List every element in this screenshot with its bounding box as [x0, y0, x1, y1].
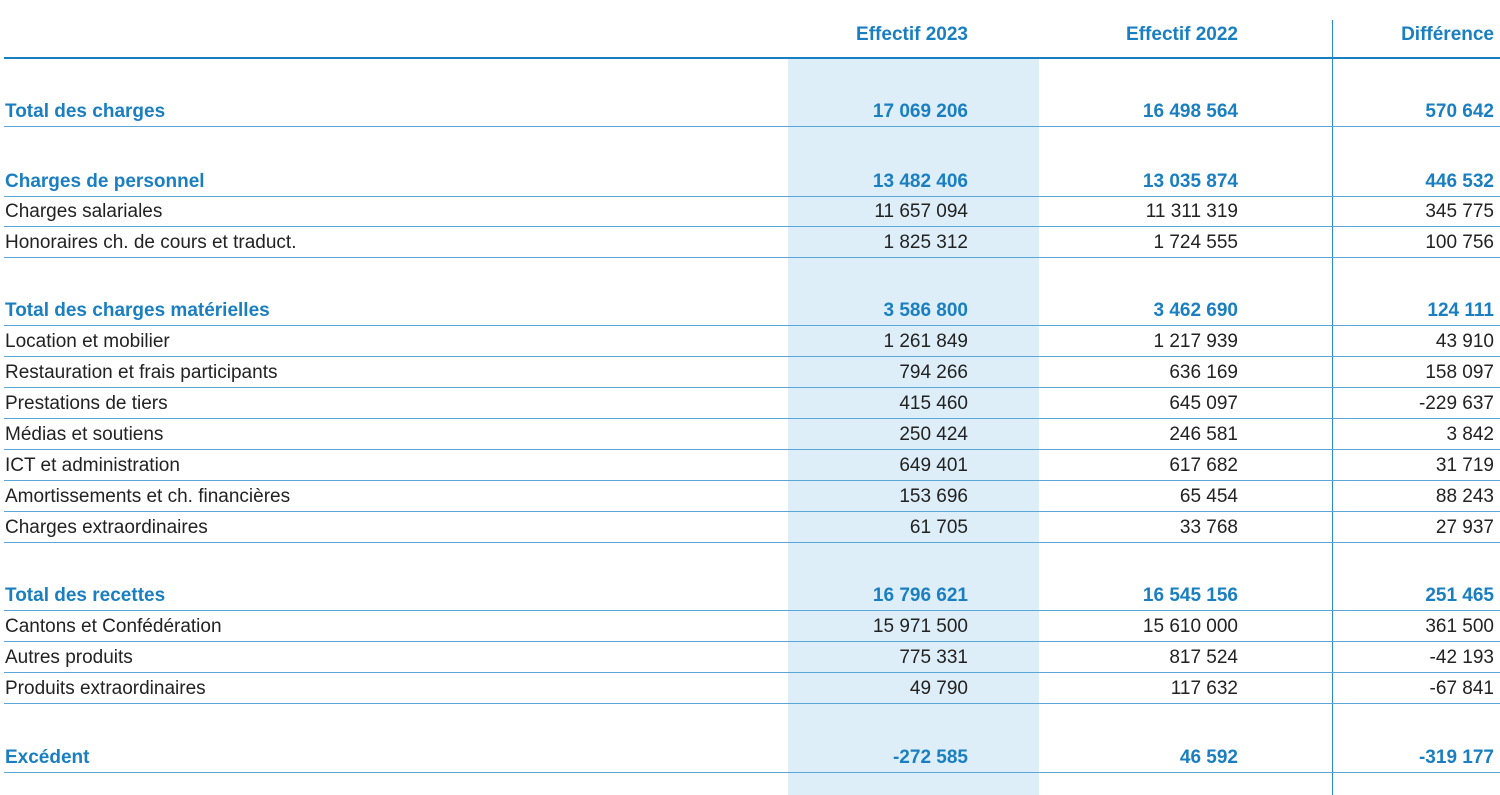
value-2023: 3 586 800: [883, 300, 968, 321]
value-2023: 17 069 206: [872, 101, 968, 122]
header-rule: [4, 57, 1500, 59]
value-difference: 158 097: [1425, 362, 1494, 383]
table-row-charges-salariales: Charges salariales 11 657 094 11 311 319…: [4, 197, 1500, 227]
value-2023: 250 424: [899, 424, 968, 445]
table-row-prestations-tiers: Prestations de tiers 415 460 645 097 -22…: [4, 389, 1500, 419]
table-row-restauration: Restauration et frais participants 794 2…: [4, 358, 1500, 388]
row-label: Total des charges: [5, 101, 166, 122]
table-row-total-charges: Total des charges 17 069 206 16 498 564 …: [4, 97, 1500, 127]
value-2022: 16 498 564: [1142, 101, 1238, 122]
value-2023: 15 971 500: [872, 616, 968, 637]
row-label: Charges salariales: [5, 201, 163, 222]
value-difference: 345 775: [1425, 201, 1494, 222]
value-2023: -272 585: [892, 747, 968, 768]
value-difference: 88 243: [1435, 486, 1494, 507]
table-row-ict-administration: ICT et administration 649 401 617 682 31…: [4, 451, 1500, 481]
row-label: Restauration et frais participants: [5, 362, 278, 383]
row-label: Total des recettes: [5, 585, 166, 606]
row-label: Cantons et Confédération: [5, 616, 222, 637]
value-difference: 446 532: [1425, 171, 1494, 192]
value-2023: 1 261 849: [883, 331, 968, 352]
value-2022: 636 169: [1169, 362, 1238, 383]
row-label: Amortissements et ch. financières: [5, 486, 291, 507]
value-difference: -42 193: [1429, 647, 1494, 668]
value-2022: 117 632: [1170, 678, 1238, 699]
value-2022: 33 768: [1179, 517, 1238, 538]
value-difference: 3 842: [1446, 424, 1494, 445]
row-label: Prestations de tiers: [5, 393, 168, 414]
difference-column-divider: [1332, 20, 1333, 795]
row-label: Charges extraordinaires: [5, 517, 208, 538]
table-row-charges-personnel: Charges de personnel 13 482 406 13 035 8…: [4, 167, 1500, 197]
row-label: Total des charges matérielles: [5, 300, 270, 321]
value-2022: 645 097: [1169, 393, 1238, 414]
value-difference: 251 465: [1425, 585, 1494, 606]
table-row-autres-produits: Autres produits 775 331 817 524 -42 193: [4, 643, 1500, 673]
value-2023: 1 825 312: [883, 232, 968, 253]
value-2023: 49 790: [909, 678, 968, 699]
table-row-total-charges-materielles: Total des charges matérielles 3 586 800 …: [4, 296, 1500, 326]
value-2023: 16 796 621: [872, 585, 968, 606]
value-2023: 61 705: [909, 517, 968, 538]
value-2022: 1 217 939: [1153, 331, 1238, 352]
value-difference: 27 937: [1435, 517, 1494, 538]
value-2023: 775 331: [899, 647, 968, 668]
row-label: Médias et soutiens: [5, 424, 164, 445]
value-2022: 817 524: [1169, 647, 1238, 668]
table-row-amortissements: Amortissements et ch. financières 153 69…: [4, 482, 1500, 512]
value-difference: -67 841: [1429, 678, 1494, 699]
value-2022: 46 592: [1179, 747, 1238, 768]
header-difference: Différence: [1401, 24, 1494, 45]
row-label: Location et mobilier: [5, 331, 170, 352]
table-row-medias-soutiens: Médias et soutiens 250 424 246 581 3 842: [4, 420, 1500, 450]
value-difference: 100 756: [1425, 232, 1494, 253]
value-2023: 415 460: [899, 393, 968, 414]
value-difference: -229 637: [1418, 393, 1494, 414]
value-2023: 794 266: [899, 362, 968, 383]
value-2022: 11 311 319: [1145, 201, 1238, 222]
table-row-produits-extraordinaires: Produits extraordinaires 49 790 117 632 …: [4, 674, 1500, 704]
value-2023: 11 657 094: [874, 201, 968, 222]
table-row-excedent: Excédent -272 585 46 592 -319 177: [4, 743, 1500, 773]
value-2023: 649 401: [899, 455, 968, 476]
row-label: Honoraires ch. de cours et traduct.: [5, 232, 297, 253]
table-row-honoraires: Honoraires ch. de cours et traduct. 1 82…: [4, 228, 1500, 258]
value-difference: 361 500: [1425, 616, 1494, 637]
table-row-cantons-confederation: Cantons et Confédération 15 971 500 15 6…: [4, 612, 1500, 642]
value-2022: 617 682: [1169, 455, 1238, 476]
value-difference: 43 910: [1435, 331, 1494, 352]
value-2022: 3 462 690: [1153, 300, 1238, 321]
row-label: Produits extraordinaires: [5, 678, 206, 699]
table-row-charges-extraordinaires: Charges extraordinaires 61 705 33 768 27…: [4, 513, 1500, 543]
value-difference: -319 177: [1418, 747, 1494, 768]
value-difference: 124 111: [1427, 300, 1494, 321]
value-2022: 65 454: [1179, 486, 1238, 507]
value-2022: 1 724 555: [1153, 232, 1238, 253]
value-difference: 570 642: [1425, 101, 1494, 122]
value-difference: 31 719: [1435, 455, 1494, 476]
header-effectif-2022: Effectif 2022: [1126, 24, 1238, 45]
header-effectif-2023: Effectif 2023: [856, 24, 968, 45]
table-row-location-mobilier: Location et mobilier 1 261 849 1 217 939…: [4, 327, 1500, 357]
row-label: ICT et administration: [5, 455, 180, 476]
value-2023: 153 696: [899, 486, 968, 507]
value-2023: 13 482 406: [872, 171, 968, 192]
row-label: Autres produits: [5, 647, 133, 668]
value-2022: 16 545 156: [1142, 585, 1238, 606]
row-label: Excédent: [5, 747, 90, 768]
row-label: Charges de personnel: [5, 171, 205, 192]
value-2022: 246 581: [1169, 424, 1238, 445]
table-row-total-recettes: Total des recettes 16 796 621 16 545 156…: [4, 581, 1500, 611]
value-2022: 15 610 000: [1142, 616, 1238, 637]
value-2022: 13 035 874: [1142, 171, 1238, 192]
